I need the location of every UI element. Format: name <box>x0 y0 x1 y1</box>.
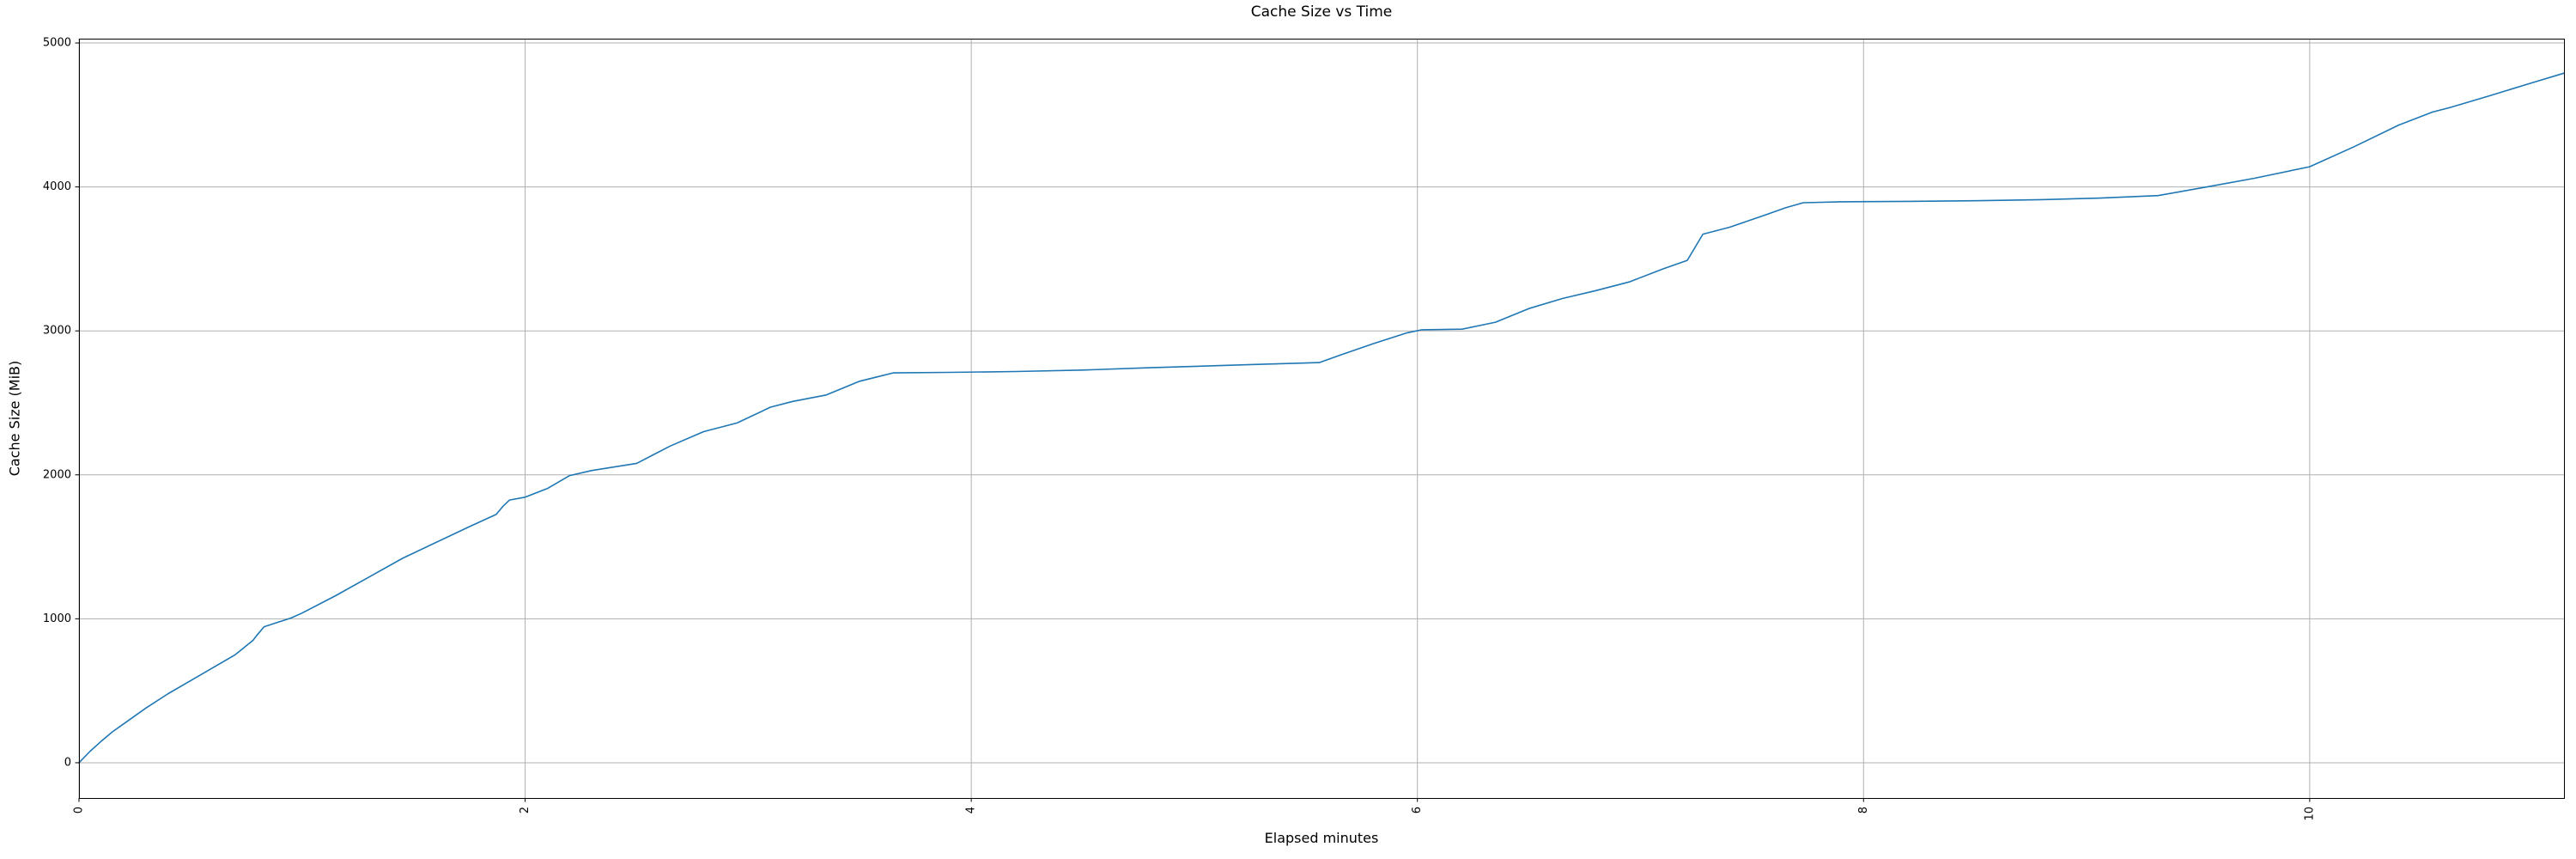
x-tick-label: 6 <box>1411 807 1424 813</box>
x-tick-label: 8 <box>1857 807 1870 813</box>
x-tick-label: 4 <box>965 807 978 813</box>
y-tick-label: 3000 <box>43 325 71 338</box>
axes-frame <box>79 39 2565 799</box>
y-tick-label: 0 <box>64 756 71 769</box>
y-tick-label: 2000 <box>43 468 71 481</box>
x-tick-label: 10 <box>2303 807 2316 821</box>
data-line-cache-size <box>78 72 2565 764</box>
x-tick-label: 0 <box>73 807 86 813</box>
chart-title: Cache Size vs Time <box>1250 3 1393 21</box>
x-tick-label: 2 <box>519 807 532 813</box>
x-axis-label: Elapsed minutes <box>1264 830 1379 846</box>
y-tick-label: 4000 <box>43 180 71 193</box>
y-tick-label: 1000 <box>43 612 71 625</box>
y-tick-label: 5000 <box>43 37 71 50</box>
